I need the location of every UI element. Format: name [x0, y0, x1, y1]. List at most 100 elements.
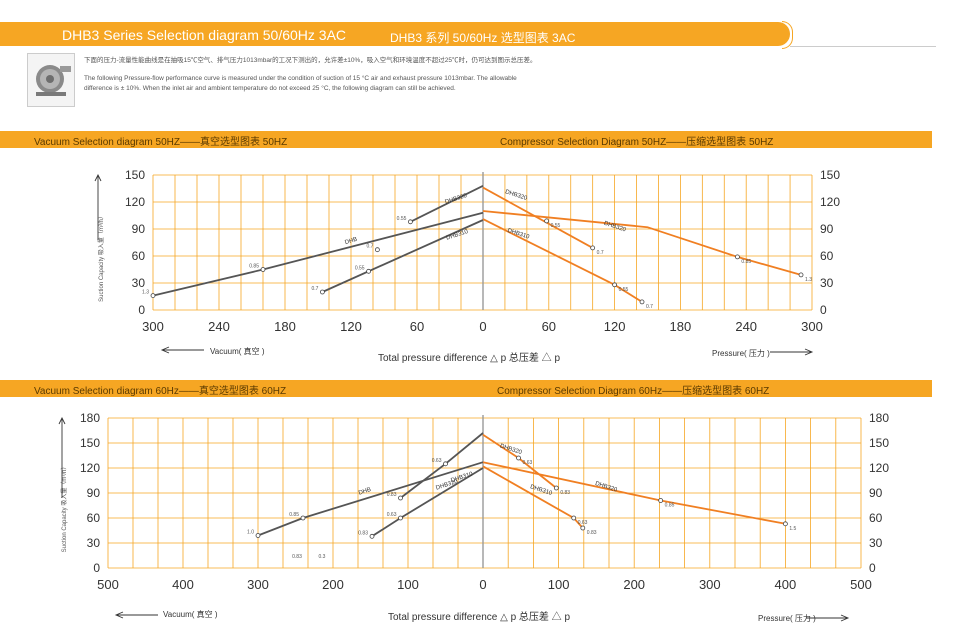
chart0-L-marker-0 [407, 219, 413, 225]
header-bar [0, 22, 790, 46]
chart1-ytick-right: 60 [869, 511, 883, 525]
chart1-L-marker-label-2: 0.63 [387, 512, 397, 518]
chart0-R-marker-2 [612, 282, 617, 288]
chart0-L-series-name-1: DHB [344, 237, 358, 247]
chart0-xtick-right: 120 [604, 319, 626, 334]
chart1-R-marker-label-2: 0.83 [587, 530, 597, 536]
chart0-R-series-line-0 [482, 186, 594, 249]
chart0-R-marker-label-0: 0.7 [597, 250, 604, 256]
chart0-L-marker-1 [374, 247, 380, 253]
chart1-xtick-right: 500 [850, 577, 872, 592]
chart1-R-marker-2 [571, 515, 577, 521]
chart1-L-marker-1 [300, 515, 306, 521]
chart1-L-marker-2 [369, 533, 375, 539]
chart1-ytick-right: 120 [869, 461, 889, 475]
chart1-ytick-left: 30 [87, 536, 101, 550]
chart0-ytick-left: 120 [125, 195, 145, 209]
chart0-ytick-right: 60 [820, 249, 834, 263]
chart1-stray-label: 0.3 [319, 554, 326, 560]
chart0-L-marker-1 [260, 267, 266, 272]
chart1-L-series-line-1 [257, 461, 484, 537]
chart1-xtick-left: 200 [322, 577, 344, 592]
chart0-L-series-line-0 [410, 184, 484, 223]
chart1-R-marker-2 [580, 525, 586, 531]
chart1-L-marker-2 [398, 515, 403, 521]
chart0-L-marker-label-2: 0.55 [355, 265, 365, 271]
chart1-ylabel: Suction Capacity 吸入量（m³/h） [61, 464, 68, 553]
chart-50hz-title-right: Compressor Selection Diagram 50HZ——压缩选型图… [500, 137, 774, 148]
chart0-R-marker-2 [639, 299, 645, 305]
intro-en-2: difference is ± 10%. When the inlet air … [84, 85, 456, 92]
chart0-ytick-right: 0 [820, 303, 827, 317]
chart1-xtick-right: 200 [623, 577, 645, 592]
chart-50hz-bar [0, 131, 932, 148]
chart0-R-series-name-0: DHB320 [504, 189, 528, 202]
chart-50hz-title-left: Vacuum Selection diagram 50HZ——真空选型图表 50… [34, 137, 288, 148]
chart-60hz-title-right: Compressor Selection Diagram 60Hz——压缩选型图… [497, 386, 770, 397]
chart1-stray-label: 0.83 [292, 554, 302, 560]
chart0-R-marker-1 [735, 254, 740, 260]
chart0-L-marker-label-1: 0.85 [249, 264, 259, 270]
chart0-R-marker-label-1: 1.3 [805, 277, 812, 283]
chart0-L-marker-label-1: 0.7 [366, 244, 373, 250]
chart1-L-series-name-2: DHB310 [450, 471, 474, 484]
chart1-ytick-right: 90 [869, 486, 883, 500]
chart0-R-marker-label-2: 0.55 [619, 287, 629, 293]
intro-cn: 下面的压力-流量性能曲线是在抽吸15℃空气、排气压力1013mbar的工况下测出… [84, 57, 537, 64]
chart0-R-marker-0 [544, 218, 550, 224]
chart0-xtick-right: 300 [801, 319, 823, 334]
chart0-ytick-right: 30 [820, 276, 834, 290]
chart1-L-marker-0 [398, 495, 403, 501]
chart0-xtick-left: 300 [142, 319, 164, 334]
chart1-L-marker-label-0: 0.83 [387, 492, 397, 498]
chart0-ytick-left: 60 [132, 249, 146, 263]
chart1-ytick-right: 30 [869, 536, 883, 550]
chart1-R-marker-0 [516, 455, 521, 461]
page-title-cn: DHB3 系列 50/60Hz 选型图表 3AC [390, 31, 576, 45]
chart0-L-marker-label-2: 0.7 [311, 286, 318, 292]
chart1-ytick-left: 60 [87, 511, 101, 525]
chart0-ylabel: Suction Capacity 吸入量（m³/h） [98, 213, 105, 302]
chart1-L-marker-label-2: 0.83 [358, 530, 368, 536]
chart0-ytick-left: 30 [132, 276, 146, 290]
chart1-R-marker-1 [658, 498, 664, 503]
chart1-L-marker-label-1: 1.0 [247, 530, 254, 536]
chart1-vacuum-arrow-head [114, 611, 124, 619]
chart0-R-marker-1 [798, 272, 804, 278]
chart1-xtick-left: 400 [172, 577, 194, 592]
chart1-R-marker-label-2: 0.63 [578, 520, 588, 526]
chart0-xtick-left: 60 [410, 319, 424, 334]
chart1-xtick-left: 100 [397, 577, 419, 592]
chart1-R-series-line-2 [482, 465, 584, 529]
chart0-R-marker-label-1: 0.85 [741, 259, 751, 265]
chart1-R-marker-label-1: 0.85 [665, 503, 675, 509]
chart0-xtick-right: 180 [670, 319, 692, 334]
chart1-L-marker-label-1: 0.85 [289, 512, 299, 518]
chart0-L-marker-label-0: 0.55 [397, 216, 407, 222]
chart1-R-series-name-1: DHB320 [594, 481, 618, 494]
chart0-R-marker-label-0: 0.55 [551, 223, 561, 229]
chart1-xtick-left: 300 [247, 577, 269, 592]
chart1-ytick-left: 90 [87, 486, 101, 500]
chart1-L-series-name-1: DHB [358, 487, 372, 497]
chart0-yaxis-arrow-head [94, 173, 102, 182]
chart-60hz-vacuum-label: Vacuum( 真空 ) [163, 610, 218, 619]
chart1-xtick-left: 500 [97, 577, 119, 592]
chart0-ytick-left: 150 [125, 168, 145, 182]
chart-50hz-vacuum-label: Vacuum( 真空 ) [210, 347, 265, 356]
chart1-ytick-left: 120 [80, 461, 100, 475]
chart1-R-marker-label-1: 1.5 [789, 526, 796, 532]
chart0-ytick-left: 90 [132, 222, 146, 236]
header-rule [790, 46, 936, 47]
chart0-R-series-name-1: DHB320 [603, 221, 627, 234]
chart1-R-series-name-0: DHB320 [499, 443, 523, 456]
chart0-xtick-right: 60 [542, 319, 556, 334]
chart1-pressure-arrow-head [840, 614, 850, 622]
chart0-L-marker-label-1: 1.3 [142, 290, 149, 296]
chart1-ytick-left: 180 [80, 411, 100, 425]
chart-60hz-bar [0, 380, 932, 397]
chart1-yaxis-arrow-head [58, 416, 66, 425]
chart1-xtick-right: 400 [775, 577, 797, 592]
chart0-ytick-right: 150 [820, 168, 840, 182]
